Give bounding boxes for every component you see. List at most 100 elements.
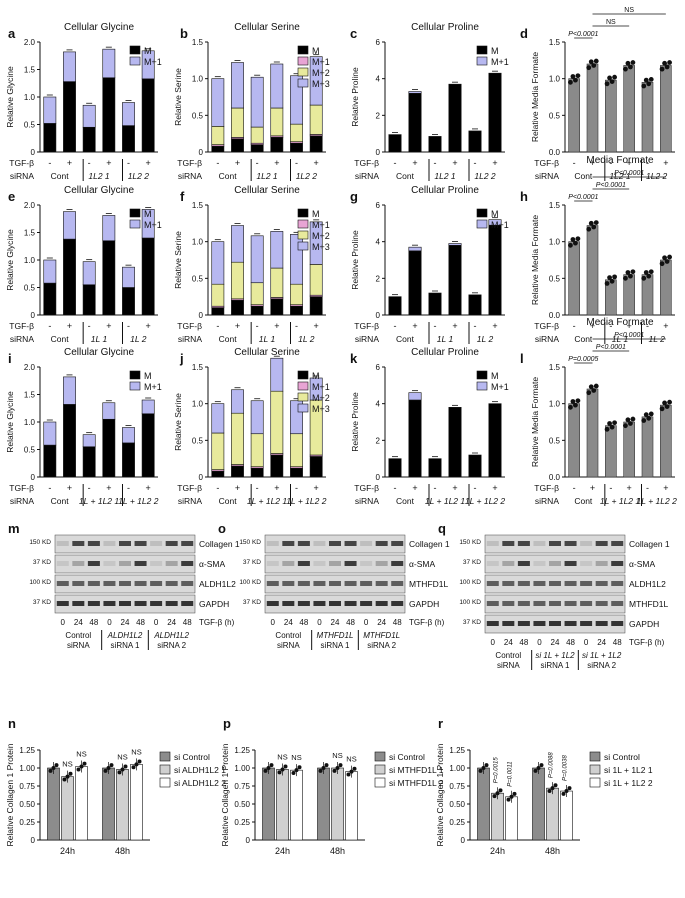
row1-serine-legend-swatch: [297, 78, 309, 88]
row2-proline-legend-label: M+1: [491, 220, 509, 230]
row1-serine-bar-M: [211, 145, 225, 153]
row1-glycine-sirna-label: siRNA: [10, 171, 34, 181]
row3-serine-legend-swatch: [297, 403, 309, 413]
row2-proline-y-label: Relative Proline: [350, 230, 360, 290]
row1-glycine-legend-label: M: [144, 46, 152, 56]
row2-proline-y-tick-label: 4: [376, 238, 381, 247]
row2-proline-sirna-group: Cont: [396, 334, 415, 344]
row1-glycine-bar-M1: [122, 102, 135, 126]
row2-formate-dot: [648, 269, 654, 275]
row2-proline-bar-M: [448, 245, 462, 316]
blot-o-band: [344, 581, 357, 586]
row3-serine-sirna-label: siRNA: [178, 496, 202, 506]
blot-o-band: [329, 541, 341, 546]
row2-serine-bar-M2: [211, 283, 225, 307]
row2-proline-legend-label: M: [491, 209, 499, 219]
blot-o-group-label: Control: [275, 631, 301, 640]
blot-q-band: [486, 541, 499, 546]
row1-glycine-bar-M: [63, 81, 76, 153]
row1-serine-legend-label: M: [312, 46, 320, 56]
row1-proline-tgf-label: TGF-β: [354, 158, 379, 168]
row1-glycine-bar-M: [122, 125, 135, 153]
blot-m-band: [103, 581, 116, 586]
row2-serine-bar-M3: [250, 235, 264, 284]
row1-proline-bar-M: [428, 136, 442, 153]
row2-serine-bar-M3: [211, 241, 225, 285]
quant-r-bar: [505, 796, 518, 841]
blot-q-band: [517, 601, 530, 606]
row3-glycine-tgf-label: TGF-β: [9, 483, 34, 493]
row2-formate-dot: [573, 240, 578, 246]
blot-q-time-label: 24: [597, 638, 606, 647]
blot-q-band: [533, 561, 546, 566]
blot-q-band: [517, 621, 530, 626]
row2-proline-y-tick-label: 2: [376, 274, 381, 283]
blot-m-protein-label: GAPDH: [199, 599, 229, 609]
blot-q-band: [486, 581, 499, 586]
row1-panel-letter: d: [520, 26, 528, 41]
row2-formate-dot: [588, 220, 594, 226]
row1-formate-tgf-sign: +: [627, 158, 632, 168]
row2-glycine-legend-swatch: [129, 208, 141, 218]
row1-formate-y-tick-label: 0.5: [549, 111, 561, 120]
blot-m-kd-marker: 37 KD: [33, 559, 51, 566]
row3-serine-tgf-sign: +: [235, 483, 240, 493]
row2-serine-bar-M2: [290, 283, 303, 306]
row3-glycine-sirna-group: 1L + 1L2 1: [79, 496, 120, 506]
quant-n-y-tick-label: 1.00: [19, 764, 35, 773]
row1-formate-bar: [641, 82, 654, 153]
row2-glycine-bar-M: [102, 240, 116, 316]
row2-formate-dot: [623, 275, 628, 281]
quant-r-dot: [509, 794, 514, 799]
blot-m-kd-marker: 37 KD: [33, 599, 51, 606]
row2-proline-bar-M: [428, 292, 442, 316]
blot-o-time-label: 24: [377, 618, 386, 627]
quant-p-legend-label: si MTHFD1L 1: [389, 765, 444, 775]
row1-formate-tgf-sign: -: [646, 158, 649, 168]
row2-serine-tgf-label: TGF-β: [177, 321, 202, 331]
quant-r-y-tick-label: 0: [461, 836, 466, 845]
row3-glycine-bar-M1: [102, 402, 116, 420]
blot-o-band: [360, 561, 373, 566]
row2-formate-sig-label: P<0.0001: [596, 182, 626, 189]
blot-q-band: [517, 581, 530, 586]
row3-formate-bar: [605, 425, 617, 478]
row3-formate-dot: [643, 412, 649, 418]
blot-o-kd-marker: 37 KD: [243, 559, 261, 566]
row3-glycine-y-tick-label: 0: [31, 473, 36, 482]
quant-r-legend-swatch: [589, 751, 601, 762]
row1-serine-legend-swatch: [297, 67, 309, 77]
blot-o-band: [297, 541, 310, 546]
quant-n-dot: [82, 761, 87, 766]
row3-glycine-y-tick-label: 2.0: [24, 363, 36, 372]
row2-proline-title: Cellular Proline: [411, 185, 479, 196]
row1-formate-sig-label: P<0.0001: [568, 31, 598, 38]
row2-glycine-sirna-label: siRNA: [10, 334, 34, 344]
row2-serine-tgf-sign: +: [274, 321, 279, 331]
row2-formate-y-tick-label: 0.5: [549, 274, 561, 283]
quant-n-dot: [51, 766, 56, 770]
row1-proline-y-label: Relative Proline: [350, 67, 360, 127]
blot-m-band: [165, 581, 178, 586]
row1-serine-bar-M: [309, 135, 323, 153]
row1-serine-sirna-group: 1L2 2: [296, 171, 318, 181]
row2-formate-dot: [625, 270, 631, 275]
row3-panel-letter: l: [520, 351, 524, 366]
blot-m-band: [87, 561, 100, 566]
blot-m-band: [119, 561, 131, 566]
row3-proline-legend-label: M+1: [491, 382, 509, 392]
row1-formate-sirna-group: 1L2 2: [646, 171, 668, 181]
row3-formate-dot: [648, 411, 654, 417]
blot-q-time-label: 24: [551, 638, 560, 647]
row2-formate-bar: [568, 241, 580, 316]
row1-serine-legend-label: M+1: [312, 57, 330, 67]
row3-proline-legend-label: M: [491, 371, 499, 381]
blot-m-band: [181, 541, 194, 546]
row3-formate-sig-label: P<0.0001: [596, 344, 626, 351]
blot-m-band: [150, 541, 163, 546]
blot-m-group-sublabel: siRNA: [67, 641, 90, 650]
row2-serine-title: Cellular Serine: [234, 185, 300, 196]
blot-q-group-sublabel: siRNA 2: [587, 661, 616, 670]
blot-o-band: [266, 561, 279, 566]
row1-formate-dot: [625, 60, 631, 66]
